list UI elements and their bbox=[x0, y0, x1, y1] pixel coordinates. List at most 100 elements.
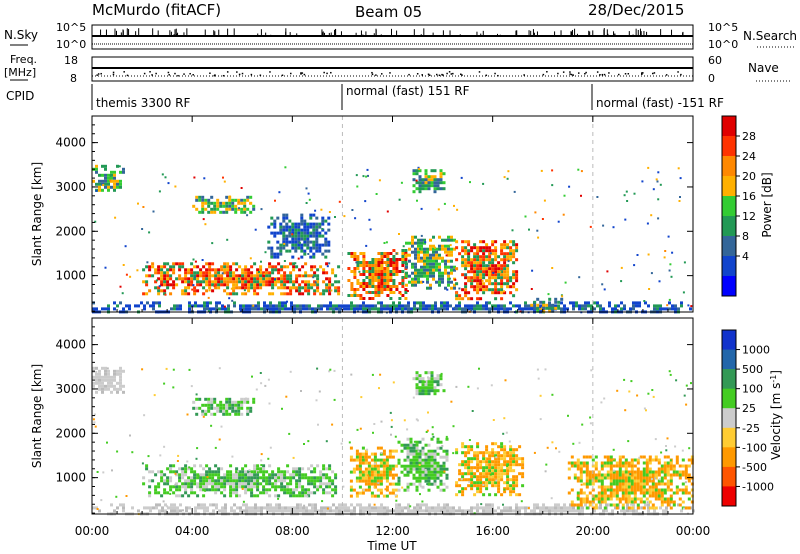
data-cell bbox=[494, 270, 498, 274]
data-cell bbox=[241, 482, 245, 486]
data-cell bbox=[642, 491, 646, 495]
data-cell bbox=[355, 452, 359, 456]
data-cell bbox=[315, 234, 319, 238]
data-cell bbox=[279, 243, 283, 247]
data-cell bbox=[690, 494, 694, 498]
data-cell bbox=[401, 249, 405, 252]
nave-point bbox=[214, 74, 216, 76]
data-cell bbox=[239, 307, 242, 311]
data-cell bbox=[527, 304, 530, 308]
data-cell bbox=[145, 265, 149, 269]
data-cell bbox=[306, 246, 310, 250]
data-cell bbox=[249, 409, 253, 413]
data-cell bbox=[485, 246, 489, 250]
data-cell bbox=[453, 283, 456, 287]
data-speckle bbox=[666, 304, 669, 307]
data-cell bbox=[618, 476, 622, 480]
data-cell bbox=[560, 307, 563, 311]
data-cell bbox=[442, 172, 446, 176]
data-cell bbox=[494, 282, 498, 286]
data-cell bbox=[433, 178, 437, 182]
data-cell bbox=[597, 473, 601, 477]
data-cell bbox=[309, 246, 313, 250]
data-speckle bbox=[455, 292, 458, 295]
data-cell bbox=[158, 509, 161, 513]
data-speckle bbox=[682, 291, 685, 294]
data-cell bbox=[301, 476, 305, 480]
data-cell bbox=[280, 292, 284, 296]
data-cell bbox=[464, 252, 468, 256]
data-cell bbox=[588, 455, 592, 459]
data-cell bbox=[627, 482, 631, 486]
data-cell bbox=[235, 482, 239, 486]
data-cell bbox=[262, 274, 266, 278]
data-cell bbox=[400, 449, 404, 453]
nave-point bbox=[183, 73, 185, 75]
data-cell bbox=[678, 497, 682, 501]
data-cell bbox=[247, 470, 251, 474]
data-speckle bbox=[240, 187, 243, 189]
data-cell bbox=[295, 473, 299, 477]
data-cell bbox=[506, 243, 510, 247]
data-cell bbox=[222, 409, 226, 413]
data-cell bbox=[401, 285, 405, 288]
data-cell bbox=[212, 509, 215, 513]
data-cell bbox=[436, 380, 440, 384]
data-cell bbox=[417, 271, 420, 275]
data-cell bbox=[494, 457, 498, 461]
data-cell bbox=[433, 169, 437, 173]
data-cell bbox=[467, 469, 471, 473]
data-cell bbox=[447, 235, 450, 239]
data-cell bbox=[316, 464, 320, 468]
data-cell bbox=[268, 262, 272, 266]
data-cell bbox=[278, 503, 281, 507]
data-cell bbox=[228, 406, 232, 410]
data-cell bbox=[624, 479, 628, 483]
data-cell bbox=[621, 491, 625, 495]
data-cell bbox=[572, 304, 575, 308]
data-cell bbox=[638, 304, 641, 308]
data-cell bbox=[509, 484, 513, 488]
data-speckle bbox=[174, 483, 177, 486]
data-cell bbox=[573, 473, 577, 477]
data-speckle bbox=[624, 218, 627, 221]
data-cell bbox=[494, 246, 498, 250]
data-cell bbox=[591, 458, 595, 462]
data-cell bbox=[301, 494, 305, 498]
data-cell bbox=[476, 506, 479, 510]
data-speckle bbox=[231, 455, 234, 458]
data-cell bbox=[485, 484, 489, 488]
data-speckle bbox=[260, 459, 263, 462]
data-cell bbox=[479, 261, 483, 265]
data-cell bbox=[364, 479, 368, 483]
data-cell bbox=[253, 476, 257, 480]
data-cell bbox=[476, 484, 480, 488]
data-cell bbox=[473, 273, 477, 277]
data-speckle bbox=[306, 495, 309, 498]
data-cell bbox=[119, 375, 122, 379]
data-cell bbox=[374, 267, 378, 270]
data-cell bbox=[288, 231, 292, 235]
data-cell bbox=[104, 384, 107, 388]
data-cell bbox=[497, 463, 501, 467]
data-cell bbox=[229, 265, 233, 269]
nave-point bbox=[155, 72, 157, 75]
data-cell bbox=[104, 167, 107, 171]
data-cell bbox=[392, 270, 396, 273]
data-cell bbox=[169, 265, 173, 269]
data-cell bbox=[113, 170, 116, 174]
data-cell bbox=[271, 286, 275, 290]
data-speckle bbox=[654, 438, 657, 441]
data-cell bbox=[286, 485, 290, 489]
data-cell bbox=[312, 246, 316, 250]
data-speckle bbox=[441, 445, 444, 447]
data-cell bbox=[515, 448, 519, 452]
data-cell bbox=[265, 482, 269, 486]
data-cell bbox=[198, 210, 202, 214]
data-cell bbox=[512, 463, 516, 467]
data-cell bbox=[407, 301, 410, 305]
data-cell bbox=[374, 273, 378, 276]
data-cell bbox=[403, 443, 407, 447]
data-speckle bbox=[153, 394, 156, 397]
